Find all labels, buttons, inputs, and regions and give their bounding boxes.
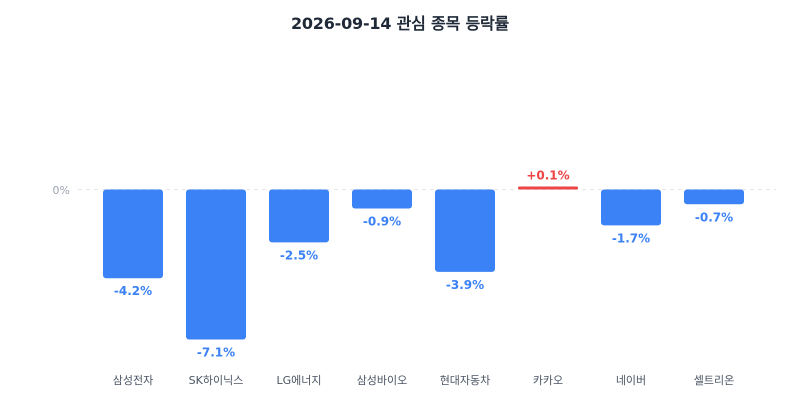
category-label: 카카오 xyxy=(533,374,563,387)
bar xyxy=(269,189,329,243)
value-labels-group: -4.2% -7.1% -2.5% -0.9% -3.9% +0.1% -1.7% -0.7% xyxy=(114,169,733,360)
category-label: 삼성바이오 xyxy=(357,374,408,387)
value-label: -4.2% xyxy=(114,284,152,298)
value-label: -2.5% xyxy=(280,248,318,262)
y-tick-label: 0% xyxy=(53,184,70,197)
bar xyxy=(684,189,744,205)
category-label: 셀트리온 xyxy=(694,374,734,387)
value-label: +0.1% xyxy=(526,169,569,183)
bar xyxy=(435,189,495,272)
value-label: -0.9% xyxy=(363,215,401,229)
category-label: 네이버 xyxy=(616,374,646,387)
bar xyxy=(103,189,163,279)
category-labels-group: 삼성전자 SK하이닉스 LG에너지 삼성바이오 현대자동차 카카오 네이버 셀트리온 xyxy=(113,373,734,387)
value-label: -3.9% xyxy=(446,278,484,292)
bar xyxy=(518,186,578,190)
category-label: 삼성전자 xyxy=(113,374,153,387)
bar xyxy=(186,189,246,340)
category-label: 현대자동차 xyxy=(440,374,491,387)
value-label: -0.7% xyxy=(695,210,733,224)
category-label: LG에너지 xyxy=(276,374,321,387)
chart-title: 2026-09-14 관심 종목 등락률 xyxy=(290,14,510,33)
bar xyxy=(601,189,661,226)
value-label: -1.7% xyxy=(612,231,650,245)
category-label: SK하이닉스 xyxy=(189,373,244,387)
value-label: -7.1% xyxy=(197,346,235,360)
bars-group xyxy=(103,186,744,340)
bar xyxy=(352,189,412,209)
